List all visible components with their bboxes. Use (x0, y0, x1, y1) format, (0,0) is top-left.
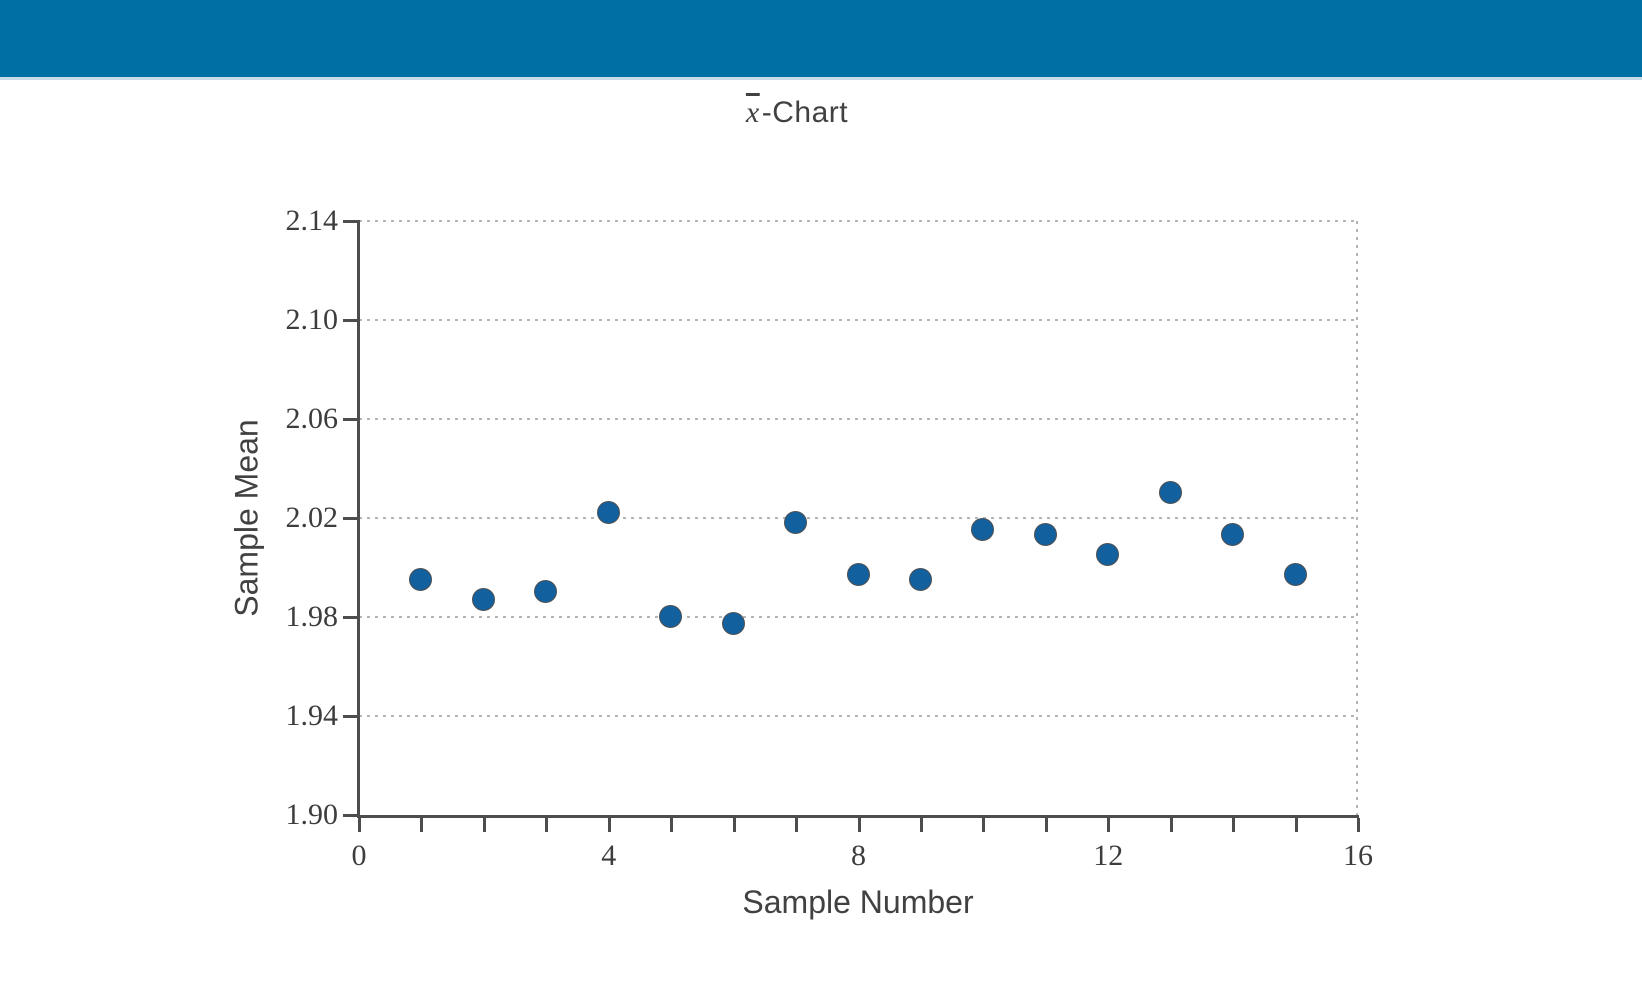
x-tick (482, 818, 486, 832)
data-point (409, 567, 433, 591)
data-point (1221, 523, 1245, 547)
data-point (846, 562, 870, 586)
y-tick (343, 418, 357, 421)
x-tick-label: 12 (1093, 839, 1124, 872)
x-tick (857, 818, 861, 832)
data-point (659, 605, 683, 628)
y-tick (343, 319, 357, 322)
y-tick-label: 2.06 (285, 402, 339, 435)
y-tick-label: 2.14 (285, 204, 339, 237)
data-point (1096, 543, 1120, 567)
data-point (596, 501, 620, 525)
x-tick (732, 818, 736, 832)
plot-border-right (1356, 221, 1358, 815)
x-axis-title: Sample Number (742, 884, 974, 920)
x-tick (982, 818, 986, 832)
data-point (534, 580, 558, 604)
y-gridline (359, 616, 1358, 618)
data-point (908, 567, 932, 591)
y-tick-label: 2.02 (285, 501, 339, 534)
x-tick-label: 4 (601, 839, 617, 872)
y-tick-label: 2.10 (285, 303, 339, 336)
chart-title-suffix: -Chart (761, 96, 849, 129)
chart-title-xbar: x (745, 96, 760, 129)
x-tick (545, 818, 549, 832)
x-tick (670, 818, 674, 832)
y-tick (343, 814, 357, 817)
y-tick-label: 1.94 (285, 699, 339, 732)
y-axis-line (357, 220, 360, 818)
x-tick-label: 0 (351, 839, 367, 872)
data-point (471, 587, 495, 611)
y-gridline (359, 418, 1358, 420)
data-point (1033, 523, 1057, 547)
x-tick (607, 818, 611, 832)
x-tick (795, 818, 799, 832)
chart-title: x-Chart (296, 96, 1296, 130)
y-tick-label: 1.90 (285, 798, 339, 831)
x-tick (358, 818, 361, 832)
y-tick (343, 715, 357, 718)
x-tick (1232, 818, 1236, 832)
y-tick (343, 616, 357, 619)
data-point (1283, 562, 1307, 586)
y-axis-title: Sample Mean (228, 419, 265, 617)
y-gridline (359, 220, 1358, 222)
x-tick (1044, 818, 1048, 832)
data-point (721, 612, 745, 636)
y-gridline (359, 517, 1358, 519)
data-point (1158, 481, 1182, 505)
x-tick (919, 818, 923, 832)
x-tick (1357, 818, 1360, 832)
x-tick-label: 8 (851, 839, 866, 872)
x-axis-line (357, 815, 1359, 818)
y-tick (343, 517, 357, 520)
x-tick (1169, 818, 1173, 832)
data-point (971, 518, 995, 542)
y-tick-label: 1.98 (285, 600, 339, 633)
header-bar (0, 0, 1642, 80)
y-gridline (359, 319, 1358, 321)
y-gridline (359, 715, 1358, 717)
x-tick (1294, 818, 1298, 832)
data-point (784, 510, 808, 534)
x-tick-label: 16 (1343, 839, 1373, 872)
y-tick (343, 220, 357, 223)
x-tick (1107, 818, 1111, 832)
x-tick (420, 818, 424, 832)
